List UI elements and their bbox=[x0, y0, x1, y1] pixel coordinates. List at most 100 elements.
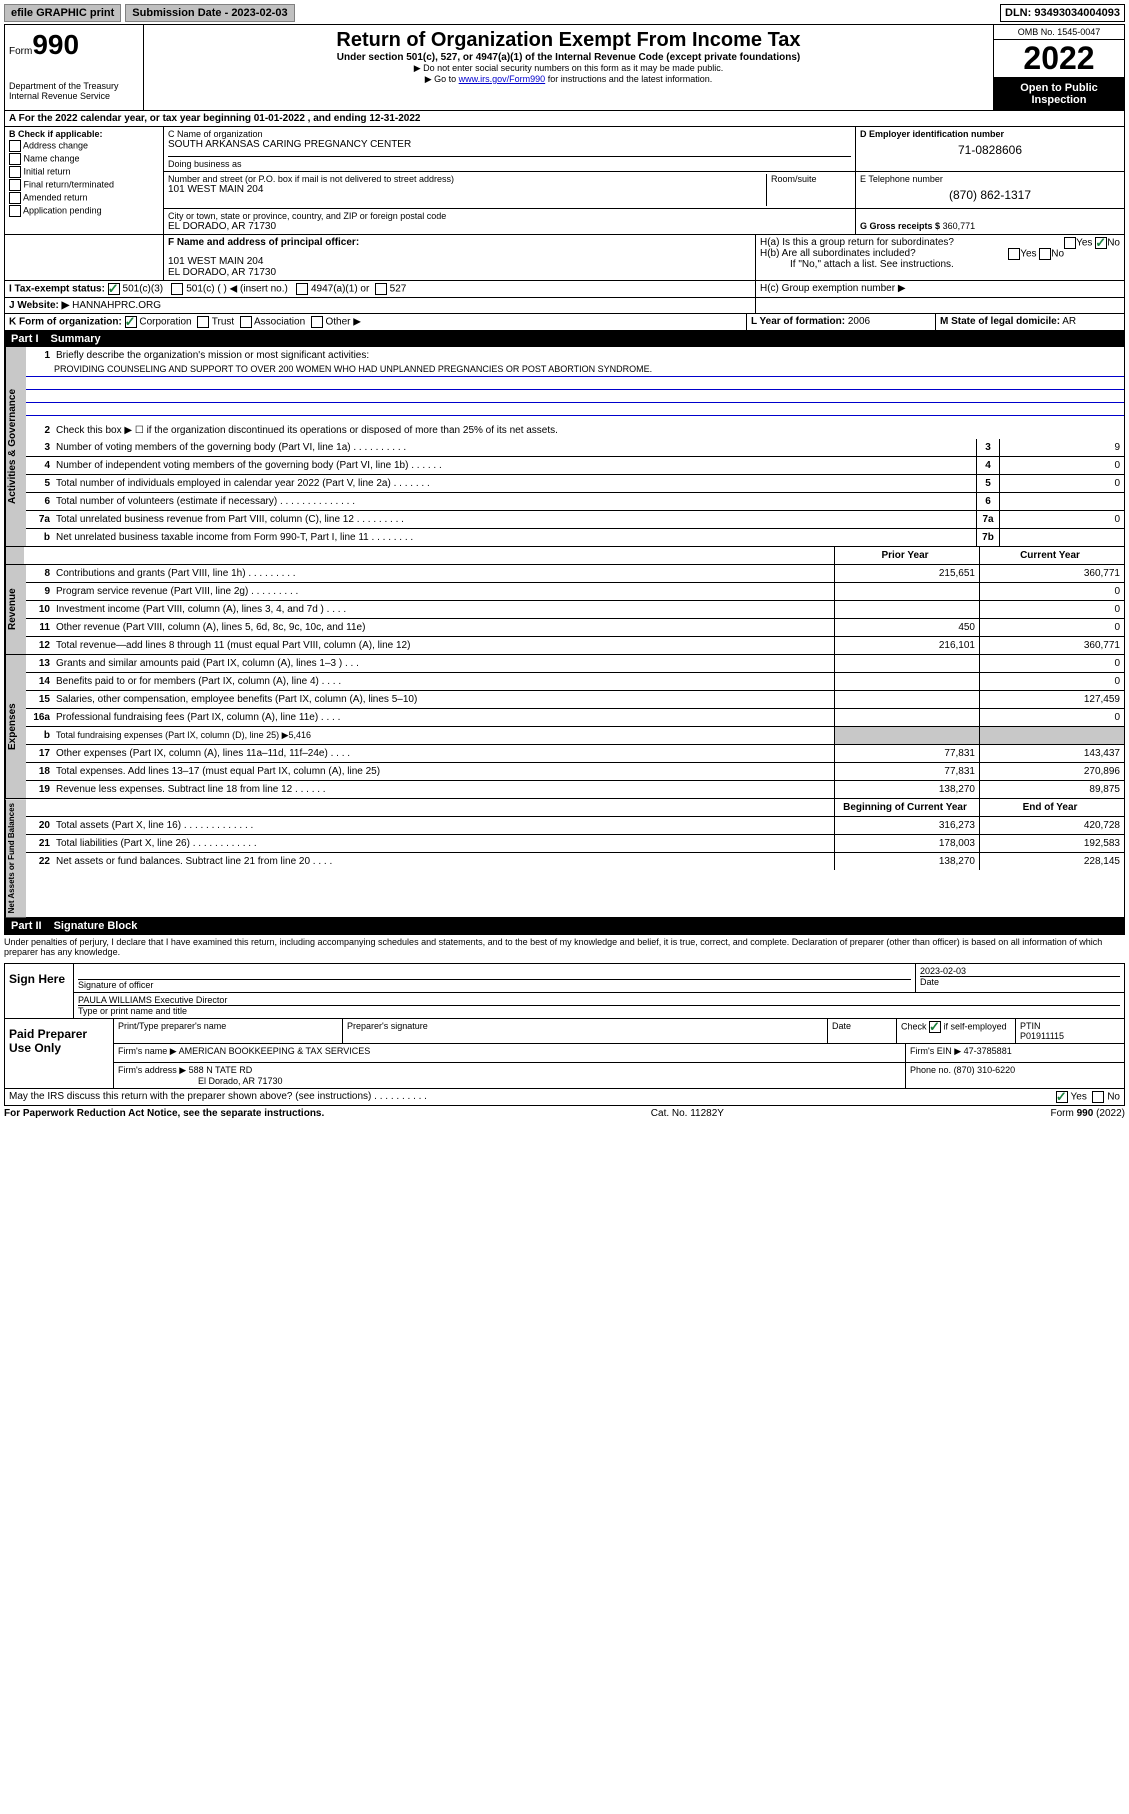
ha-yes[interactable] bbox=[1064, 237, 1076, 249]
prep-name-label: Print/Type preparer's name bbox=[114, 1019, 343, 1043]
firm-ein-label: Firm's EIN ▶ bbox=[910, 1046, 961, 1056]
ha-no[interactable] bbox=[1095, 237, 1107, 249]
part-i-title: Summary bbox=[51, 333, 101, 345]
preparer-section: Paid Preparer Use Only Print/Type prepar… bbox=[4, 1019, 1125, 1089]
l15-curr: 127,459 bbox=[979, 691, 1124, 708]
header-left: Form990 Department of the Treasury Inter… bbox=[5, 25, 144, 110]
mission-text: PROVIDING COUNSELING AND SUPPORT TO OVER… bbox=[26, 364, 1124, 377]
officer-box: F Name and address of principal officer:… bbox=[164, 235, 755, 280]
city-box: City or town, state or province, country… bbox=[164, 209, 855, 234]
527-label: 527 bbox=[390, 284, 407, 295]
section-bcdeg: B Check if applicable: Address change Na… bbox=[5, 127, 1124, 235]
ein-value: 71-0828606 bbox=[860, 139, 1120, 161]
ha-label: H(a) Is this a group return for subordin… bbox=[760, 237, 954, 248]
firm-addr-label: Firm's address ▶ bbox=[118, 1065, 186, 1075]
l22-begin: 138,270 bbox=[834, 853, 979, 870]
l6-desc: Total number of volunteers (estimate if … bbox=[54, 495, 976, 508]
expenses-label: Expenses bbox=[5, 655, 26, 798]
netassets-label: Net Assets or Fund Balances bbox=[5, 799, 26, 917]
chk-other[interactable] bbox=[311, 316, 323, 328]
street-value: 101 WEST MAIN 204 bbox=[168, 184, 766, 195]
hb-yes[interactable] bbox=[1008, 248, 1020, 260]
form-prefix: Form bbox=[9, 46, 32, 57]
gross-label: G Gross receipts $ bbox=[860, 221, 940, 231]
k-label: K Form of organization: bbox=[9, 317, 122, 328]
l20-desc: Total assets (Part X, line 16) . . . . .… bbox=[54, 819, 834, 832]
l14-desc: Benefits paid to or for members (Part IX… bbox=[54, 675, 834, 688]
chk-501c[interactable] bbox=[171, 283, 183, 295]
current-year-head: Current Year bbox=[979, 547, 1124, 564]
chk-assoc[interactable] bbox=[240, 316, 252, 328]
header-mid: Return of Organization Exempt From Incom… bbox=[144, 25, 993, 110]
l-label: L Year of formation: bbox=[751, 316, 845, 327]
prior-year-head: Prior Year bbox=[834, 547, 979, 564]
l13-curr: 0 bbox=[979, 655, 1124, 672]
firm-ein: 47-3785881 bbox=[964, 1046, 1012, 1056]
chk-trust[interactable] bbox=[197, 316, 209, 328]
hb-no[interactable] bbox=[1039, 248, 1051, 260]
chk-final-return[interactable]: Final return/terminated bbox=[9, 179, 159, 191]
501c3-label: 501(c)(3) bbox=[123, 284, 164, 295]
chk-application-pending[interactable]: Application pending bbox=[9, 205, 159, 217]
phone-box: E Telephone number (870) 862-1317 bbox=[855, 172, 1124, 208]
preparer-label: Paid Preparer Use Only bbox=[5, 1019, 114, 1088]
self-emp-label: if self-employed bbox=[944, 1022, 1007, 1032]
chk-corp[interactable] bbox=[125, 316, 137, 328]
efile-print-button[interactable]: efile GRAPHIC print bbox=[4, 4, 121, 22]
officer-label: F Name and address of principal officer: bbox=[168, 237, 751, 248]
l18-prior: 77,831 bbox=[834, 763, 979, 780]
gross-box: G Gross receipts $ 360,771 bbox=[855, 209, 1124, 234]
omb-number: OMB No. 1545-0047 bbox=[994, 25, 1124, 40]
l19-desc: Revenue less expenses. Subtract line 18 … bbox=[54, 783, 834, 796]
trust-label: Trust bbox=[212, 317, 234, 328]
hc-label: H(c) Group exemption number ▶ bbox=[755, 281, 1124, 297]
hb-note: If "No," attach a list. See instructions… bbox=[760, 259, 1120, 270]
ein-box: D Employer identification number 71-0828… bbox=[855, 127, 1124, 171]
l21-desc: Total liabilities (Part X, line 26) . . … bbox=[54, 837, 834, 850]
l2-desc: Check this box ▶ ☐ if the organization d… bbox=[54, 424, 1124, 437]
l13-desc: Grants and similar amounts paid (Part IX… bbox=[54, 657, 834, 670]
governance-label: Activities & Governance bbox=[5, 347, 26, 546]
l11-desc: Other revenue (Part VIII, column (A), li… bbox=[54, 621, 834, 634]
part-i-label: Part I bbox=[11, 333, 39, 345]
i-label: I Tax-exempt status: bbox=[9, 284, 105, 295]
officer-addr2: EL DORADO, AR 71730 bbox=[168, 267, 751, 278]
room-label: Room/suite bbox=[766, 174, 851, 206]
sign-here-section: Sign Here Signature of officer 2023-02-0… bbox=[4, 963, 1125, 1019]
discuss-no[interactable] bbox=[1092, 1091, 1104, 1103]
governance-section: Activities & Governance 1Briefly describ… bbox=[5, 347, 1124, 547]
chk-501c3[interactable] bbox=[108, 283, 120, 295]
l14-curr: 0 bbox=[979, 673, 1124, 690]
footer-right: Form 990 (2022) bbox=[1051, 1108, 1125, 1119]
city-value: EL DORADO, AR 71730 bbox=[168, 221, 851, 232]
chk-initial-return[interactable]: Initial return bbox=[9, 166, 159, 178]
officer-name-label: Type or print name and title bbox=[78, 1005, 1120, 1016]
chk-4947[interactable] bbox=[296, 283, 308, 295]
l3-desc: Number of voting members of the governin… bbox=[54, 441, 976, 454]
note2-pre: ▶ Go to bbox=[425, 74, 459, 84]
assoc-label: Association bbox=[254, 317, 305, 328]
ptin-value: P01911115 bbox=[1020, 1031, 1120, 1041]
4947-label: 4947(a)(1) or bbox=[311, 284, 369, 295]
hb-label: H(b) Are all subordinates included? bbox=[760, 248, 916, 259]
irs-link[interactable]: www.irs.gov/Form990 bbox=[459, 74, 546, 84]
chk-527[interactable] bbox=[375, 283, 387, 295]
discuss-row: May the IRS discuss this return with the… bbox=[4, 1089, 1125, 1106]
footer-mid: Cat. No. 11282Y bbox=[651, 1108, 724, 1119]
org-name-box: C Name of organization SOUTH ARKANSAS CA… bbox=[164, 127, 855, 171]
form-header: Form990 Department of the Treasury Inter… bbox=[5, 25, 1124, 111]
501c-label: 501(c) ( ) ◀ (insert no.) bbox=[186, 284, 288, 295]
l16a-desc: Professional fundraising fees (Part IX, … bbox=[54, 711, 834, 724]
officer-addr1: 101 WEST MAIN 204 bbox=[168, 256, 751, 267]
l20-end: 420,728 bbox=[979, 817, 1124, 834]
chk-address-change[interactable]: Address change bbox=[9, 140, 159, 152]
l8-prior: 215,651 bbox=[834, 565, 979, 582]
l20-begin: 316,273 bbox=[834, 817, 979, 834]
chk-amended[interactable]: Amended return bbox=[9, 192, 159, 204]
chk-name-change[interactable]: Name change bbox=[9, 153, 159, 165]
chk-self-employed[interactable] bbox=[929, 1021, 941, 1033]
l11-prior: 450 bbox=[834, 619, 979, 636]
sig-date-label: Date bbox=[920, 976, 1120, 987]
l-value: 2006 bbox=[848, 316, 870, 327]
discuss-yes[interactable] bbox=[1056, 1091, 1068, 1103]
